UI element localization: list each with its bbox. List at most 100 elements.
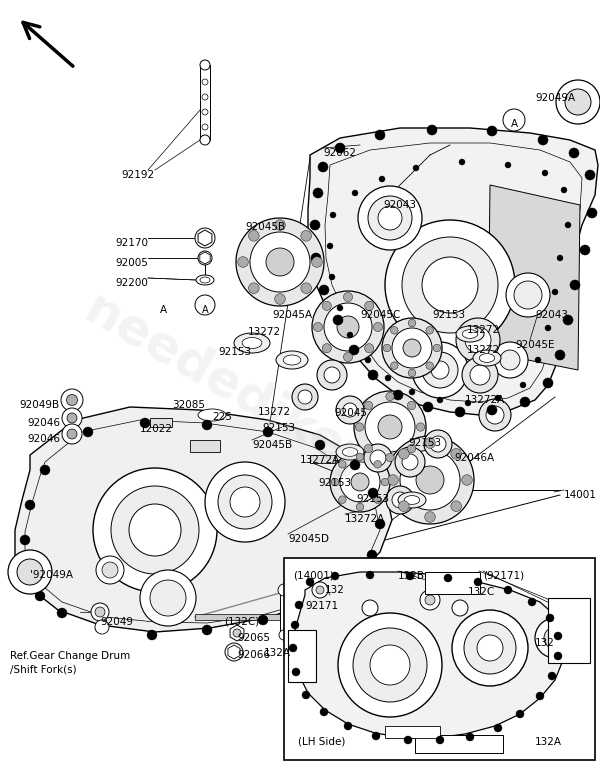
Circle shape (436, 736, 444, 744)
Circle shape (398, 501, 409, 512)
Circle shape (111, 486, 199, 574)
Circle shape (425, 512, 436, 522)
Circle shape (25, 500, 35, 510)
Circle shape (202, 625, 212, 635)
Circle shape (408, 369, 416, 377)
Circle shape (364, 401, 373, 410)
Circle shape (433, 344, 441, 352)
Circle shape (474, 578, 482, 586)
Circle shape (402, 454, 418, 470)
Text: 92170: 92170 (115, 238, 148, 248)
Ellipse shape (456, 326, 484, 342)
Circle shape (412, 342, 468, 398)
Circle shape (200, 233, 210, 243)
Ellipse shape (463, 329, 478, 339)
Circle shape (310, 220, 320, 230)
Circle shape (291, 621, 299, 629)
Text: 92153: 92153 (356, 494, 389, 504)
Text: /Shift Fork(s): /Shift Fork(s) (10, 664, 77, 674)
Circle shape (301, 230, 311, 241)
Circle shape (313, 322, 323, 332)
Circle shape (200, 135, 210, 145)
Circle shape (431, 361, 449, 379)
Circle shape (459, 159, 465, 165)
Ellipse shape (198, 409, 226, 421)
Text: 92153: 92153 (262, 423, 295, 433)
Circle shape (554, 632, 562, 640)
Circle shape (317, 360, 347, 390)
Circle shape (461, 474, 472, 485)
Circle shape (477, 635, 503, 661)
Circle shape (322, 343, 331, 353)
Circle shape (425, 595, 435, 605)
Text: 92065: 92065 (237, 633, 270, 643)
Circle shape (402, 237, 498, 333)
Circle shape (373, 322, 383, 332)
Circle shape (565, 89, 591, 115)
Circle shape (374, 460, 382, 468)
Circle shape (368, 196, 412, 240)
Bar (150, 418, 172, 427)
Circle shape (23, 567, 33, 577)
Circle shape (311, 253, 321, 263)
Circle shape (275, 219, 286, 230)
Circle shape (378, 415, 402, 439)
Circle shape (403, 339, 421, 357)
Circle shape (504, 586, 512, 594)
Circle shape (585, 170, 595, 180)
Circle shape (91, 603, 109, 621)
Circle shape (505, 162, 511, 168)
Circle shape (337, 305, 343, 311)
Circle shape (279, 630, 289, 640)
Bar (425, 572, 480, 594)
Circle shape (322, 301, 331, 310)
Circle shape (343, 353, 353, 362)
Circle shape (316, 586, 324, 594)
Text: 92192: 92192 (122, 170, 155, 180)
Circle shape (536, 692, 544, 700)
Circle shape (495, 395, 501, 401)
Circle shape (416, 423, 425, 431)
Circle shape (202, 124, 208, 130)
Circle shape (315, 440, 325, 450)
Circle shape (349, 345, 359, 355)
Ellipse shape (479, 353, 495, 363)
Circle shape (238, 257, 248, 267)
Circle shape (198, 251, 212, 265)
Circle shape (543, 378, 553, 388)
Circle shape (289, 644, 297, 652)
Text: 92045E: 92045E (515, 340, 554, 350)
Circle shape (569, 148, 579, 158)
Text: 92049B: 92049B (20, 400, 60, 410)
Circle shape (420, 590, 440, 610)
Circle shape (338, 613, 442, 717)
Circle shape (367, 550, 377, 560)
Circle shape (451, 449, 461, 459)
Ellipse shape (234, 333, 270, 353)
Circle shape (364, 444, 392, 472)
Circle shape (306, 578, 314, 586)
Text: 13272A: 13272A (300, 455, 340, 465)
Circle shape (424, 430, 452, 458)
Circle shape (444, 574, 452, 582)
Circle shape (456, 318, 500, 362)
Bar (200, 65, 210, 140)
Circle shape (355, 423, 364, 431)
Text: 14001: 14001 (564, 490, 597, 500)
Circle shape (554, 652, 562, 660)
Text: neededikey: neededikey (76, 285, 380, 490)
Circle shape (520, 382, 526, 388)
Circle shape (292, 384, 318, 410)
Text: 132A: 132A (535, 737, 562, 747)
Circle shape (200, 60, 210, 70)
Circle shape (195, 295, 215, 315)
Text: 92066: 92066 (237, 650, 270, 660)
Circle shape (393, 390, 403, 400)
Circle shape (102, 562, 118, 578)
Circle shape (486, 406, 504, 424)
Circle shape (330, 212, 336, 218)
Polygon shape (198, 230, 212, 246)
Circle shape (426, 362, 433, 370)
Circle shape (386, 392, 394, 401)
Text: (132C): (132C) (224, 616, 259, 626)
